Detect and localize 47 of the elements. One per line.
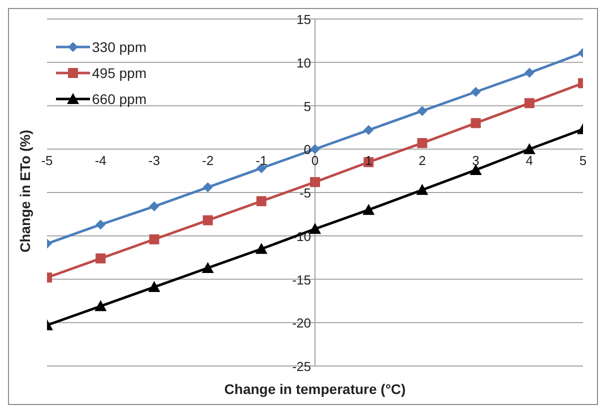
x-tick-label: -3: [148, 153, 160, 168]
point: [470, 86, 481, 97]
point: [96, 220, 106, 230]
point: [417, 138, 428, 148]
x-tick-label: 2: [418, 153, 426, 168]
y-tick-label: 10: [296, 55, 311, 70]
x-axis-title: Change in temperature (°C): [224, 381, 406, 397]
point: [416, 184, 428, 195]
point: [255, 242, 268, 254]
x-tick-label: -2: [202, 153, 214, 168]
x-tick-label: 1: [364, 153, 372, 168]
x-tick-label: -1: [256, 153, 268, 168]
y-tick-label: -15: [292, 272, 311, 288]
x-tick-label: 4: [526, 153, 534, 168]
point: [96, 253, 106, 264]
y-tick-label: -25: [292, 359, 311, 374]
point: [202, 182, 213, 192]
point: [149, 201, 160, 212]
point: [309, 222, 321, 234]
point: [149, 234, 160, 244]
legend-label: 330 ppm: [92, 39, 146, 55]
y-tick-label: 5: [304, 98, 311, 114]
point: [470, 118, 481, 128]
point: [148, 281, 160, 292]
point: [94, 300, 107, 312]
point: [364, 125, 374, 136]
legend-label: 495 ppm: [92, 65, 146, 81]
y-tick-label: -5: [299, 186, 311, 200]
x-tick-label: 5: [579, 153, 587, 168]
x-tick-label: -5: [41, 153, 53, 168]
legend-label: 660 ppm: [92, 91, 146, 107]
y-tick-label: 15: [296, 12, 311, 27]
y-axis-title: Change in ETo (%): [16, 130, 33, 252]
point: [202, 215, 213, 226]
point: [523, 143, 536, 154]
x-tick-label: -4: [94, 153, 106, 168]
y-tick-label: -20: [292, 316, 311, 331]
point: [417, 106, 428, 116]
point: [524, 68, 534, 78]
point: [470, 164, 482, 175]
point: [362, 204, 375, 215]
x-tick-label: 3: [472, 153, 480, 168]
point: [310, 177, 320, 188]
point: [524, 98, 534, 108]
point: [202, 262, 214, 273]
point: [310, 144, 320, 154]
point: [256, 196, 266, 206]
